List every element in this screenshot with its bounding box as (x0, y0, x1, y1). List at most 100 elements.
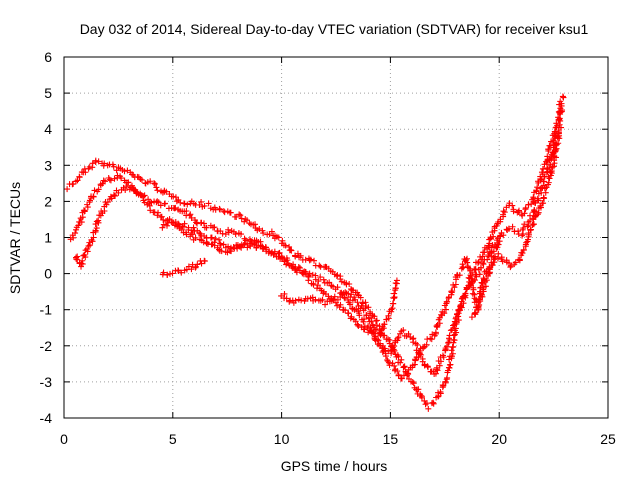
data-point (95, 217, 102, 224)
data-point (107, 177, 114, 184)
data-point (316, 262, 323, 269)
data-point (496, 238, 503, 245)
data-point (289, 264, 296, 271)
data-point (410, 339, 417, 346)
data-point (312, 296, 319, 303)
data-point (360, 318, 367, 325)
data-point (170, 219, 177, 226)
data-point (92, 157, 99, 164)
data-point (547, 154, 554, 161)
y-tick-label: 1 (44, 230, 52, 246)
data-point (198, 198, 205, 205)
y-tick-label: 5 (44, 85, 52, 101)
data-point (147, 207, 154, 214)
data-point (263, 246, 270, 253)
data-point (391, 290, 398, 297)
data-point (433, 323, 440, 330)
data-point (208, 234, 215, 241)
data-point (155, 209, 162, 216)
data-point (487, 234, 494, 241)
data-point (113, 167, 120, 174)
data-point (252, 221, 259, 228)
y-tick-label: 0 (44, 266, 52, 282)
data-point (342, 289, 349, 296)
data-point (322, 301, 329, 308)
chart-title: Day 032 of 2014, Sidereal Day-to-day VTE… (80, 21, 589, 37)
data-point (194, 261, 201, 268)
data-point (286, 243, 293, 250)
data-point (552, 146, 559, 153)
data-point (476, 301, 483, 308)
data-point (205, 200, 212, 207)
data-point (409, 378, 416, 385)
data-point (470, 286, 477, 293)
data-point (437, 388, 444, 395)
data-point (418, 394, 425, 401)
data-point (468, 314, 475, 321)
data-point (368, 330, 375, 337)
data-point (436, 320, 443, 327)
x-tick-label: 20 (491, 431, 507, 447)
data-point (377, 330, 384, 337)
data-point (282, 242, 289, 249)
data-point (490, 254, 497, 261)
data-point (260, 230, 267, 237)
data-point (81, 207, 88, 214)
data-point (79, 257, 86, 264)
data-point (238, 241, 245, 248)
data-point (348, 291, 355, 298)
data-point (181, 200, 188, 207)
data-point (489, 262, 496, 269)
data-point (521, 221, 528, 228)
data-point (483, 277, 490, 284)
data-point (175, 220, 182, 227)
data-point (153, 184, 160, 191)
data-point (515, 228, 522, 235)
data-point (122, 187, 129, 194)
data-point (373, 326, 380, 333)
data-point (409, 364, 416, 371)
data-point (446, 332, 453, 339)
data-point (438, 311, 445, 318)
data-point (491, 253, 498, 260)
data-point (392, 280, 399, 287)
data-point (441, 310, 448, 317)
data-point (394, 368, 401, 375)
data-point (251, 239, 258, 246)
data-point (527, 227, 534, 234)
data-point (540, 194, 547, 201)
data-point (521, 210, 528, 217)
data-point (449, 326, 456, 333)
data-point (459, 261, 466, 268)
data-point (432, 329, 439, 336)
data-point (398, 375, 405, 382)
data-point (95, 186, 102, 193)
data-point (78, 260, 85, 267)
data-point (337, 301, 344, 308)
data-point (480, 275, 487, 282)
data-point (138, 176, 145, 183)
data-point (422, 401, 429, 408)
data-point (72, 230, 79, 237)
data-point (410, 380, 417, 387)
data-point (259, 243, 266, 250)
y-tick-label: -1 (40, 302, 53, 318)
data-point (526, 218, 533, 225)
data-point (371, 313, 378, 320)
data-point (389, 300, 396, 307)
data-point (412, 357, 419, 364)
data-point (545, 146, 552, 153)
data-point (464, 259, 471, 266)
data-point (281, 256, 288, 263)
data-point (425, 364, 432, 371)
data-point (163, 188, 170, 195)
data-point (103, 201, 110, 208)
data-point (558, 102, 565, 109)
data-point (111, 175, 118, 182)
data-point (547, 169, 554, 176)
data-point (110, 191, 117, 198)
y-tick-label: 3 (44, 157, 52, 173)
data-point (183, 231, 190, 238)
data-point (405, 370, 412, 377)
data-point (101, 160, 108, 167)
